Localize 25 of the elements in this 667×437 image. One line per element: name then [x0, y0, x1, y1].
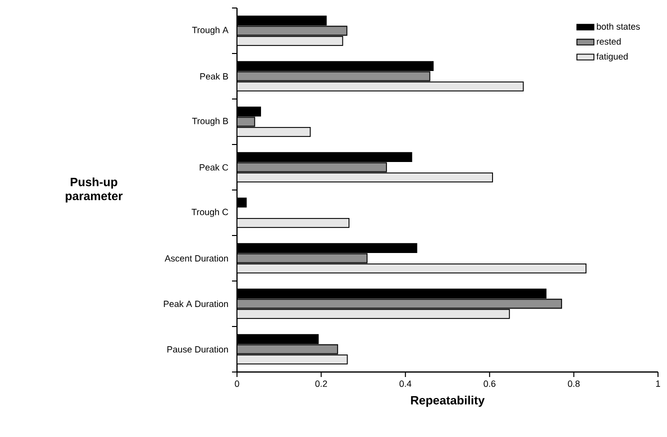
- x-axis-title: Repeatability: [411, 396, 485, 407]
- y-tick-label: Trough A: [192, 26, 228, 35]
- bar: [237, 71, 430, 82]
- x-tick-label: 0.6: [484, 380, 496, 387]
- y-tick-label: Peak C: [200, 164, 228, 171]
- x-tick-label: 0.4: [400, 380, 412, 387]
- bar: [237, 298, 562, 309]
- y-tick-label: Trough C: [192, 208, 228, 217]
- legend-label: rested: [596, 38, 621, 45]
- x-tick-label: 0.8: [568, 380, 580, 387]
- y-tick-label: Pause Duration: [167, 346, 228, 353]
- y-tick-label: Peak A Duration: [164, 300, 228, 308]
- legend-label: both states: [596, 23, 640, 30]
- bar: [237, 253, 368, 264]
- y-tick-label: Peak B: [200, 72, 228, 80]
- bar: [237, 26, 348, 36]
- bar: [237, 162, 387, 172]
- y-axis-title: Push-up parameter: [66, 177, 123, 203]
- bar: [237, 344, 338, 354]
- x-tick-label: 0.2: [315, 380, 327, 387]
- x-tick-label: 0: [234, 380, 240, 387]
- y-tick-label: Ascent Duration: [164, 254, 228, 262]
- legend-label: fatigued: [596, 53, 628, 62]
- y-tick-label: Trough B: [192, 118, 228, 126]
- x-tick-label: 1: [656, 380, 660, 387]
